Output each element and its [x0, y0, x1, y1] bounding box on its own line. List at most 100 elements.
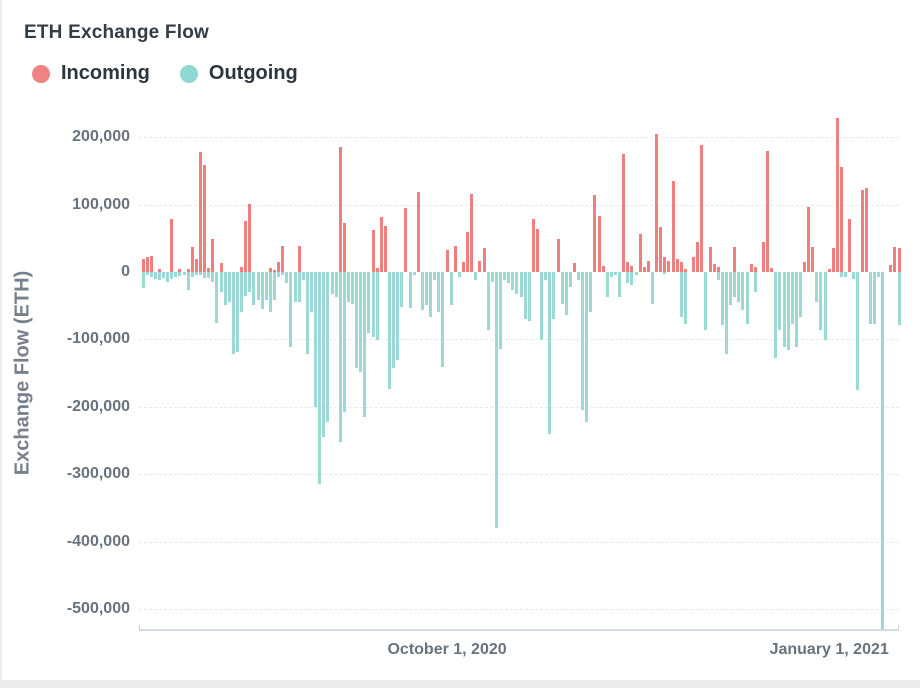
- bar-outgoing[interactable]: [877, 272, 880, 277]
- bar-outgoing[interactable]: [720, 272, 724, 326]
- bar-outgoing[interactable]: [872, 272, 876, 324]
- bar-outgoing[interactable]: [868, 272, 872, 324]
- bar-outgoing[interactable]: [523, 272, 527, 319]
- bar-outgoing[interactable]: [326, 272, 330, 422]
- bar-outgoing[interactable]: [396, 272, 400, 361]
- bar-outgoing[interactable]: [371, 272, 375, 337]
- bar-incoming[interactable]: [342, 223, 346, 272]
- bar-outgoing[interactable]: [577, 272, 581, 281]
- bar-outgoing[interactable]: [503, 272, 507, 281]
- bar-incoming[interactable]: [803, 261, 807, 272]
- bar-outgoing[interactable]: [790, 272, 794, 324]
- bar-incoming[interactable]: [831, 248, 835, 272]
- bar-incoming[interactable]: [663, 257, 667, 272]
- bar-incoming[interactable]: [244, 220, 248, 272]
- bar-outgoing[interactable]: [704, 272, 708, 330]
- bar-incoming[interactable]: [281, 245, 285, 272]
- bar-outgoing[interactable]: [157, 272, 161, 281]
- bar-outgoing[interactable]: [564, 272, 568, 316]
- bar-outgoing[interactable]: [560, 272, 564, 304]
- bar-outgoing[interactable]: [819, 272, 823, 330]
- bar-outgoing[interactable]: [194, 272, 198, 275]
- bar-outgoing[interactable]: [338, 272, 342, 442]
- bar-incoming[interactable]: [835, 118, 839, 272]
- bar-outgoing[interactable]: [507, 272, 511, 284]
- bar-incoming[interactable]: [893, 247, 897, 272]
- bar-outgoing[interactable]: [581, 272, 585, 411]
- bar-outgoing[interactable]: [305, 272, 309, 354]
- bar-incoming[interactable]: [572, 263, 576, 272]
- bar-incoming[interactable]: [248, 203, 252, 272]
- bar-outgoing[interactable]: [589, 272, 593, 312]
- bar-incoming[interactable]: [848, 218, 852, 272]
- bar-incoming[interactable]: [272, 269, 276, 272]
- bar-incoming[interactable]: [646, 260, 650, 272]
- bar-outgoing[interactable]: [449, 272, 453, 306]
- bar-outgoing[interactable]: [457, 272, 461, 277]
- bar-incoming[interactable]: [470, 194, 474, 272]
- bar-outgoing[interactable]: [630, 272, 634, 286]
- bar-outgoing[interactable]: [626, 272, 630, 284]
- bar-outgoing[interactable]: [511, 272, 515, 291]
- bar-outgoing[interactable]: [420, 272, 424, 311]
- bar-outgoing[interactable]: [840, 272, 844, 277]
- bar-outgoing[interactable]: [190, 272, 194, 277]
- bar-outgoing[interactable]: [663, 272, 667, 275]
- bar-outgoing[interactable]: [153, 272, 157, 280]
- bar-outgoing[interactable]: [552, 272, 556, 319]
- bar-outgoing[interactable]: [203, 272, 207, 279]
- bar-outgoing[interactable]: [881, 272, 885, 631]
- bar-incoming[interactable]: [416, 191, 420, 272]
- bar-outgoing[interactable]: [281, 272, 285, 276]
- bar-outgoing[interactable]: [605, 272, 609, 297]
- bar-outgoing[interactable]: [392, 272, 396, 369]
- bar-outgoing[interactable]: [297, 272, 301, 302]
- bar-outgoing[interactable]: [236, 272, 239, 352]
- bar-outgoing[interactable]: [318, 272, 322, 484]
- bar-incoming[interactable]: [145, 257, 149, 272]
- bar-outgoing[interactable]: [408, 272, 412, 309]
- bar-outgoing[interactable]: [149, 272, 153, 278]
- bar-outgoing[interactable]: [207, 272, 211, 279]
- bar-outgoing[interactable]: [272, 272, 276, 301]
- bar-outgoing[interactable]: [186, 272, 190, 291]
- bar-outgoing[interactable]: [285, 272, 289, 284]
- legend-item-outgoing[interactable]: Outgoing: [179, 62, 298, 85]
- bar-outgoing[interactable]: [174, 272, 178, 277]
- bar-outgoing[interactable]: [614, 272, 618, 276]
- bar-incoming[interactable]: [630, 265, 634, 272]
- bar-outgoing[interactable]: [277, 272, 281, 278]
- bar-outgoing[interactable]: [774, 272, 778, 359]
- bar-outgoing[interactable]: [544, 272, 548, 281]
- bar-outgoing[interactable]: [211, 272, 215, 283]
- bar-incoming[interactable]: [178, 268, 182, 272]
- bar-outgoing[interactable]: [737, 272, 741, 302]
- bar-incoming[interactable]: [157, 269, 161, 272]
- bar-outgoing[interactable]: [227, 272, 231, 302]
- bar-incoming[interactable]: [840, 166, 844, 272]
- bar-incoming[interactable]: [383, 226, 387, 272]
- bar-outgoing[interactable]: [178, 272, 182, 277]
- bar-incoming[interactable]: [638, 233, 642, 272]
- bar-outgoing[interactable]: [683, 272, 687, 324]
- bar-incoming[interactable]: [277, 261, 281, 272]
- bar-outgoing[interactable]: [733, 272, 737, 297]
- bar-incoming[interactable]: [712, 263, 716, 272]
- bar-outgoing[interactable]: [166, 272, 170, 283]
- bar-outgoing[interactable]: [359, 272, 363, 372]
- bar-incoming[interactable]: [667, 260, 671, 272]
- bar-outgoing[interactable]: [268, 272, 272, 312]
- bar-outgoing[interactable]: [618, 272, 622, 297]
- bar-outgoing[interactable]: [585, 272, 589, 422]
- bar-outgoing[interactable]: [215, 272, 219, 324]
- bar-outgoing[interactable]: [437, 272, 441, 312]
- bar-incoming[interactable]: [593, 195, 597, 272]
- bar-incoming[interactable]: [375, 267, 379, 272]
- bar-incoming[interactable]: [659, 226, 663, 272]
- bar-incoming[interactable]: [889, 265, 893, 272]
- bar-outgoing[interactable]: [540, 272, 544, 341]
- bar-incoming[interactable]: [482, 247, 486, 272]
- bar-incoming[interactable]: [827, 269, 831, 272]
- bar-incoming[interactable]: [404, 207, 408, 272]
- bar-incoming[interactable]: [700, 145, 704, 272]
